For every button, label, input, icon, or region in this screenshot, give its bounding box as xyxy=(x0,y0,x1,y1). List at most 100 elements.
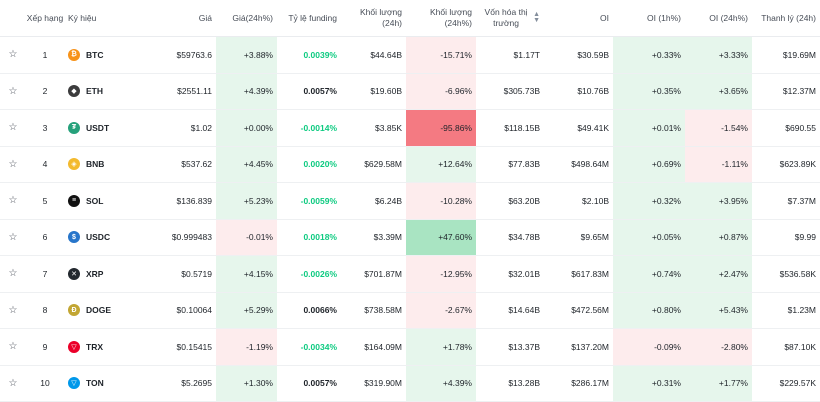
coin-symbol[interactable]: BTC xyxy=(86,49,104,60)
coin-symbol[interactable]: XRP xyxy=(86,268,104,279)
tether-icon: ₮ xyxy=(68,121,80,134)
symbol-cell[interactable]: ₿ BTC xyxy=(64,37,134,74)
favorite-star-icon[interactable]: ☆ xyxy=(0,366,26,402)
coin-label[interactable]: $ USDC xyxy=(68,231,111,244)
favorite-star-icon[interactable]: ☆ xyxy=(0,183,26,220)
favorite-star-icon[interactable]: ☆ xyxy=(0,37,26,74)
favorite-star-icon[interactable]: ☆ xyxy=(0,329,26,366)
price-cell: $1.02 xyxy=(134,110,216,147)
header-oi[interactable]: OI xyxy=(544,0,613,37)
oi-cell: $286.17M xyxy=(544,366,613,402)
market-cap-cell: $34.78B xyxy=(476,220,544,256)
symbol-cell[interactable]: ◆ ETH xyxy=(64,74,134,110)
coin-symbol[interactable]: TON xyxy=(86,378,104,389)
funding-rate-cell: 0.0066% xyxy=(277,293,341,329)
symbol-cell[interactable]: Ð DOGE xyxy=(64,293,134,329)
favorite-star-icon[interactable]: ☆ xyxy=(0,220,26,256)
favorite-star-icon[interactable]: ☆ xyxy=(0,110,26,147)
header-price-change[interactable]: Giá(24h%) xyxy=(216,0,277,37)
header-price[interactable]: Giá xyxy=(134,0,216,37)
volume-change-cell: +4.39% xyxy=(406,365,476,402)
liquidation-cell: $9.99 xyxy=(752,220,820,256)
funding-rate-cell: 0.0057% xyxy=(277,74,341,110)
header-volume[interactable]: Khối lượng (24h) xyxy=(341,0,406,37)
symbol-cell[interactable]: ✕ XRP xyxy=(64,256,134,293)
oi-cell: $10.76B xyxy=(544,74,613,110)
funding-rate-cell: 0.0057% xyxy=(277,366,341,402)
liquidation-cell: $1.23M xyxy=(752,293,820,329)
header-symbol[interactable]: Ký hiệu xyxy=(64,0,134,37)
symbol-cell[interactable]: ▽ TRX xyxy=(64,329,134,366)
header-funding[interactable]: Tỷ lệ funding xyxy=(277,0,341,37)
coin-symbol[interactable]: USDC xyxy=(86,232,111,243)
symbol-cell[interactable]: ◈ BNB xyxy=(64,147,134,183)
rank-cell: 3 xyxy=(26,110,64,147)
volume-cell: $6.24B xyxy=(341,183,406,220)
header-favorite xyxy=(0,0,26,37)
coin-label[interactable]: ▽ TRX xyxy=(68,340,103,353)
price-cell: $0.5719 xyxy=(134,256,216,293)
header-oi-1h[interactable]: OI (1h%) xyxy=(613,0,685,37)
header-volume-change[interactable]: Khối lượng (24h%) xyxy=(406,0,476,37)
price-cell: $2551.11 xyxy=(134,74,216,110)
coin-label[interactable]: ≡ SOL xyxy=(68,194,104,207)
rank-cell: 8 xyxy=(26,293,64,329)
rank-cell: 4 xyxy=(26,147,64,183)
volume-cell: $3.85K xyxy=(341,110,406,147)
coin-label[interactable]: ₿ BTC xyxy=(68,48,104,61)
coin-label[interactable]: ✕ XRP xyxy=(68,267,104,280)
symbol-cell[interactable]: $ USDC xyxy=(64,220,134,256)
volume-change-cell: +1.78% xyxy=(406,329,476,366)
oi-24h-cell: +3.65% xyxy=(685,73,752,110)
oi-1h-cell: +0.80% xyxy=(613,292,685,329)
coin-symbol[interactable]: DOGE xyxy=(86,305,112,316)
coin-symbol[interactable]: USDT xyxy=(86,122,110,133)
favorite-star-icon[interactable]: ☆ xyxy=(0,293,26,329)
coin-symbol[interactable]: TRX xyxy=(86,341,103,352)
funding-rate-cell: 0.0020% xyxy=(277,147,341,183)
favorite-star-icon[interactable]: ☆ xyxy=(0,256,26,293)
oi-1h-cell: +0.69% xyxy=(613,146,685,183)
market-cap-cell: $305.73B xyxy=(476,74,544,110)
rank-cell: 9 xyxy=(26,329,64,366)
volume-cell: $319.90M xyxy=(341,366,406,402)
oi-24h-cell: +3.33% xyxy=(685,37,752,74)
liquidation-cell: $7.37M xyxy=(752,183,820,220)
oi-cell: $498.64M xyxy=(544,147,613,183)
header-rank[interactable]: Xếp hạng xyxy=(26,0,64,37)
oi-cell: $472.56M xyxy=(544,293,613,329)
liquidation-cell: $19.69M xyxy=(752,37,820,74)
symbol-cell[interactable]: ≡ SOL xyxy=(64,183,134,220)
liquidation-cell: $690.55 xyxy=(752,110,820,147)
favorite-star-icon[interactable]: ☆ xyxy=(0,147,26,183)
coin-label[interactable]: ◈ BNB xyxy=(68,158,105,171)
price-cell: $59763.6 xyxy=(134,37,216,74)
coin-symbol[interactable]: SOL xyxy=(86,195,104,206)
coin-label[interactable]: Ð DOGE xyxy=(68,304,112,317)
oi-cell: $9.65M xyxy=(544,220,613,256)
symbol-cell[interactable]: ▽ TON xyxy=(64,366,134,402)
header-liquidation[interactable]: Thanh lý (24h) xyxy=(752,0,820,37)
favorite-star-icon[interactable]: ☆ xyxy=(0,74,26,110)
oi-1h-cell: +0.35% xyxy=(613,73,685,110)
volume-change-cell: -12.95% xyxy=(406,256,476,293)
coin-symbol[interactable]: BNB xyxy=(86,159,105,170)
price-change-cell: +3.88% xyxy=(216,37,277,74)
coin-label[interactable]: ◆ ETH xyxy=(68,85,103,98)
bitcoin-icon: ₿ xyxy=(68,48,80,61)
coin-label[interactable]: ▽ TON xyxy=(68,377,104,390)
symbol-cell[interactable]: ₮ USDT xyxy=(64,110,134,147)
market-cap-cell: $13.37B xyxy=(476,329,544,366)
ethereum-icon: ◆ xyxy=(68,85,80,98)
sort-icon[interactable]: ▲ ▼ xyxy=(533,11,540,24)
volume-cell: $738.58M xyxy=(341,293,406,329)
market-cap-cell: $1.17T xyxy=(476,37,544,74)
rank-cell: 7 xyxy=(26,256,64,293)
funding-rate-cell: 0.0039% xyxy=(277,37,341,74)
rank-cell: 10 xyxy=(26,366,64,402)
coin-label[interactable]: ₮ USDT xyxy=(68,121,110,134)
header-oi-24h[interactable]: OI (24h%) xyxy=(685,0,752,37)
coin-symbol[interactable]: ETH xyxy=(86,86,103,97)
market-cap-cell: $32.01B xyxy=(476,256,544,293)
header-market-cap[interactable]: Vốn hóa thị trường ▲ ▼ xyxy=(476,0,544,37)
